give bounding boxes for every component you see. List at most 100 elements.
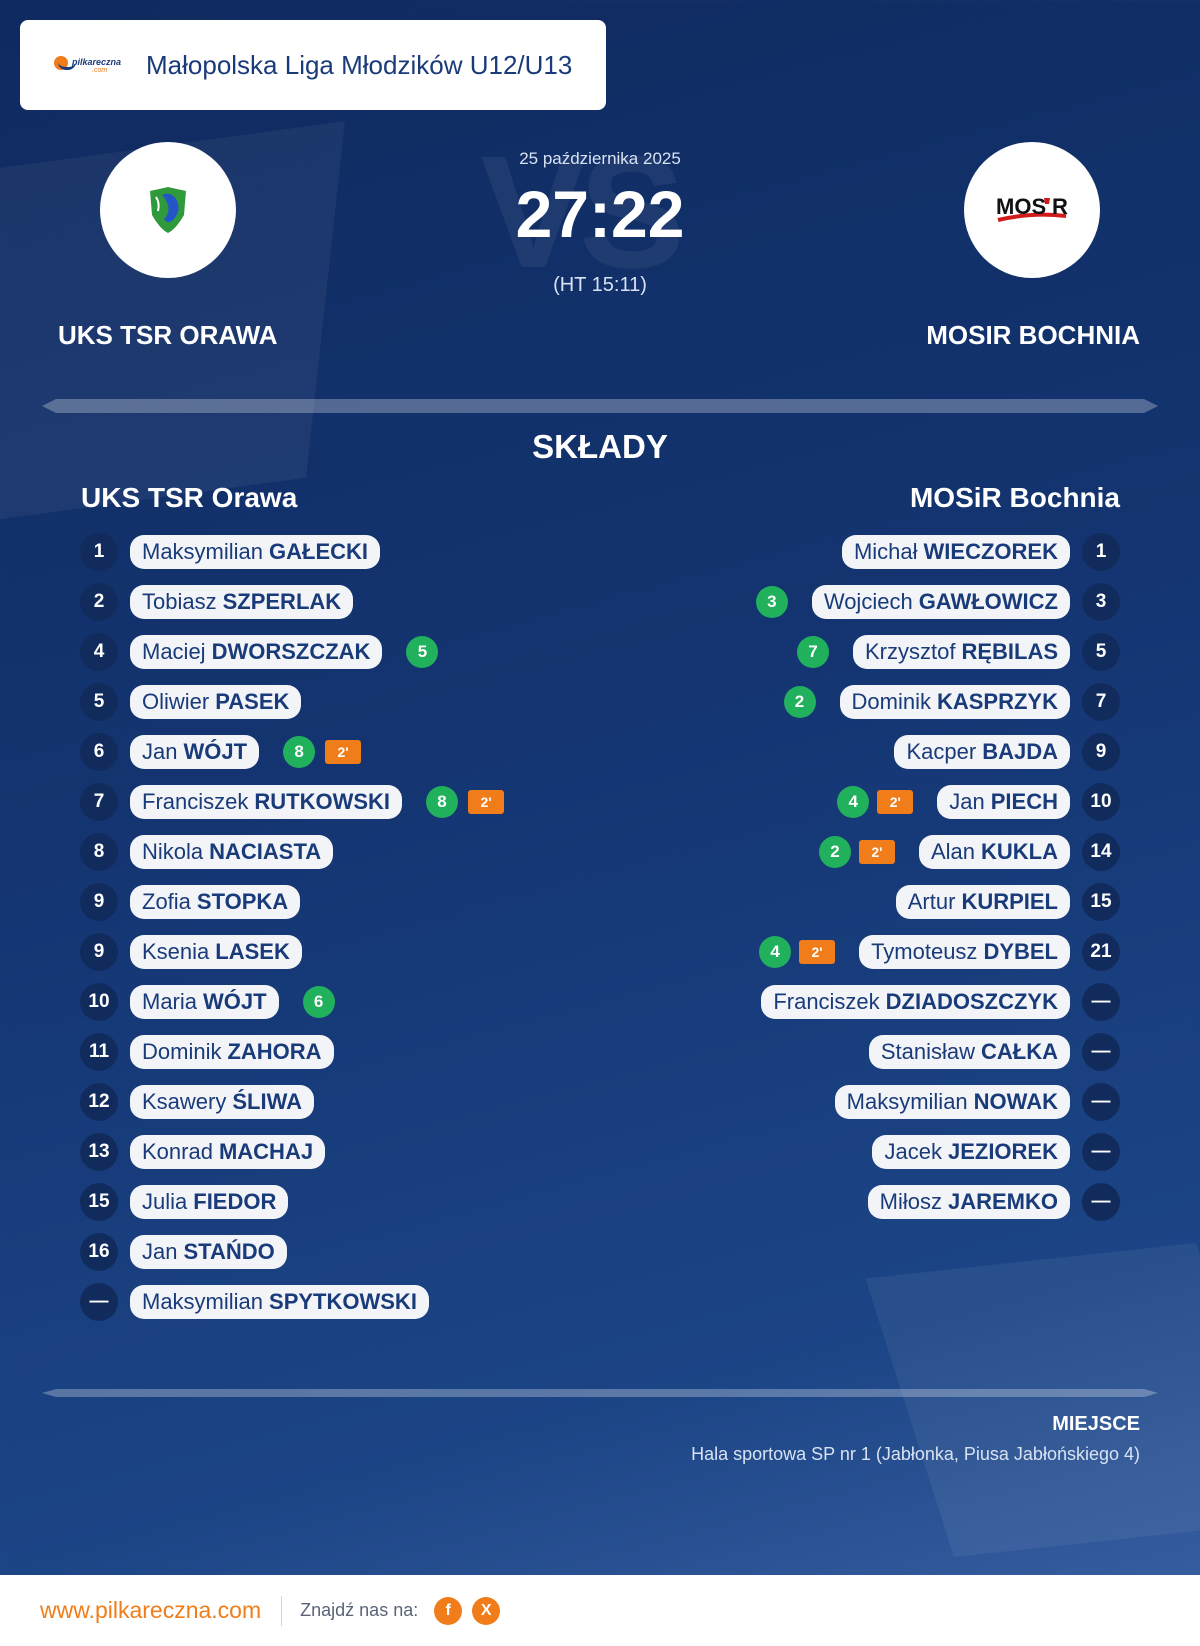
player-name[interactable]: Ksawery ŚLIWA	[130, 1085, 315, 1119]
x-icon[interactable]: X	[472, 1596, 501, 1625]
player-number: 16	[80, 1233, 118, 1271]
svg-text:MOS: MOS	[996, 194, 1046, 219]
player-first-name: Tobiasz	[142, 589, 217, 614]
player-first-name: Alan	[930, 839, 975, 864]
player-row: 10 Maria WÓJT 6	[80, 977, 504, 1027]
player-number: 5	[1082, 633, 1120, 671]
player-last-name: KUKLA	[981, 839, 1058, 864]
player-row: 2 Tobiasz SZPERLAK	[80, 577, 504, 627]
player-row: 4 Maciej DWORSZCZAK 5	[80, 627, 504, 677]
player-last-name: KURPIEL	[961, 889, 1058, 914]
player-row: — Maksymilian SPYTKOWSKI	[80, 1277, 504, 1327]
divider	[42, 399, 1158, 413]
player-stats: 3	[755, 586, 788, 618]
player-last-name: RĘBILAS	[961, 639, 1058, 664]
player-name[interactable]: Franciszek DZIADOSZCZYK	[761, 985, 1070, 1019]
player-last-name: NACIASTA	[209, 839, 322, 864]
player-row: 15 Julia FIEDOR	[80, 1177, 504, 1227]
player-name[interactable]: Zofia STOPKA	[130, 885, 301, 919]
player-first-name: Ksenia	[142, 939, 210, 964]
player-first-name: Nikola	[142, 839, 204, 864]
player-first-name: Maria	[142, 989, 198, 1014]
player-first-name: Dominik	[142, 1039, 222, 1064]
player-stats: 7	[796, 636, 829, 668]
player-number: 9	[80, 883, 118, 921]
player-name[interactable]: Maria WÓJT	[130, 985, 279, 1019]
player-row: Artur KURPIEL 15	[756, 877, 1120, 927]
suspension-badge: 2'	[468, 790, 505, 814]
player-number: —	[1082, 1033, 1120, 1071]
player-name[interactable]: Alan KUKLA	[918, 835, 1070, 869]
player-first-name: Maksymilian	[142, 1289, 264, 1314]
player-last-name: WÓJT	[203, 989, 267, 1014]
player-number: 14	[1082, 833, 1120, 871]
player-last-name: GAŁECKI	[269, 539, 369, 564]
background-decoration	[865, 1242, 1200, 1558]
player-name[interactable]: Tymoteusz DYBEL	[859, 935, 1070, 969]
player-name[interactable]: Jan PIECH	[937, 785, 1070, 819]
player-name[interactable]: Franciszek RUTKOWSKI	[130, 785, 403, 819]
player-name[interactable]: Michał WIECZOREK	[841, 535, 1070, 569]
player-name[interactable]: Nikola NACIASTA	[130, 835, 334, 869]
logo-subtext: .com	[92, 67, 108, 74]
player-row: 7 Franciszek RUTKOWSKI 8 2'	[80, 777, 505, 827]
player-number: 11	[80, 1033, 118, 1071]
player-name[interactable]: Miłosz JAREMKO	[867, 1185, 1070, 1219]
player-number: 1	[1082, 533, 1120, 571]
player-number: —	[1082, 1083, 1120, 1121]
venue-label: MIEJSCE	[1052, 1413, 1140, 1435]
player-name[interactable]: Wojciech GAWŁOWICZ	[811, 585, 1070, 619]
player-first-name: Wojciech	[823, 589, 913, 614]
player-number: 8	[80, 833, 118, 871]
player-row: 2 2' Alan KUKLA 14	[756, 827, 1120, 877]
player-number: 12	[80, 1083, 118, 1121]
player-last-name: BAJDA	[982, 739, 1058, 764]
player-name[interactable]: Artur KURPIEL	[895, 885, 1070, 919]
player-name[interactable]: Oliwier PASEK	[130, 685, 302, 719]
player-last-name: DZIADOSZCZYK	[885, 989, 1058, 1014]
league-title: Małopolska Liga Młodzików U12/U13	[146, 49, 573, 80]
player-first-name: Jan	[949, 789, 985, 814]
website-link[interactable]: www.pilkareczna.com	[40, 1597, 262, 1623]
player-first-name: Franciszek	[142, 789, 249, 814]
player-first-name: Miłosz	[879, 1189, 942, 1214]
goals-badge: 2	[783, 686, 816, 718]
goals-badge: 4	[837, 786, 870, 818]
player-name[interactable]: Stanisław CAŁKA	[868, 1035, 1070, 1069]
footer-separator	[281, 1595, 283, 1626]
player-name[interactable]: Ksenia LASEK	[130, 935, 302, 969]
goals-badge: 8	[283, 736, 316, 768]
away-roster: Michał WIECZOREK 1 3 Wojciech GAWŁOWICZ 3 7 Krzy…	[755, 527, 1120, 1227]
suspension-badge: 2'	[858, 840, 895, 864]
player-name[interactable]: Kacper BAJDA	[894, 735, 1070, 769]
player-first-name: Zofia	[142, 889, 191, 914]
player-name[interactable]: Maciej DWORSZCZAK	[130, 635, 383, 669]
player-number: —	[1082, 983, 1120, 1021]
player-last-name: LASEK	[215, 939, 290, 964]
away-team-logo: MOS R	[964, 142, 1100, 278]
player-name[interactable]: Tobiasz SZPERLAK	[130, 585, 354, 619]
player-name[interactable]: Dominik KASPRZYK	[839, 685, 1070, 719]
pilkareczna-logo[interactable]: pilkareczna .com	[50, 52, 122, 78]
player-name[interactable]: Jacek JEZIOREK	[872, 1135, 1070, 1169]
player-name[interactable]: Krzysztof RĘBILAS	[852, 635, 1070, 669]
goals-badge: 3	[755, 586, 788, 618]
lineups-title: SKŁADY	[532, 428, 668, 465]
player-first-name: Ksawery	[142, 1089, 227, 1114]
player-name[interactable]: Maksymilian GAŁECKI	[130, 535, 381, 569]
player-first-name: Dominik	[851, 689, 931, 714]
player-name[interactable]: Maksymilian NOWAK	[834, 1085, 1070, 1119]
player-name[interactable]: Dominik ZAHORA	[130, 1035, 334, 1069]
player-name[interactable]: Julia FIEDOR	[130, 1185, 289, 1219]
player-row: 16 Jan STAŃDO	[80, 1227, 504, 1277]
player-name[interactable]: Jan WÓJT	[130, 735, 260, 769]
player-first-name: Konrad	[142, 1139, 213, 1164]
player-first-name: Stanisław	[880, 1039, 975, 1064]
player-name[interactable]: Jan STAŃDO	[130, 1235, 287, 1269]
player-name[interactable]: Konrad MACHAJ	[130, 1135, 326, 1169]
player-number: —	[1082, 1183, 1120, 1221]
venue-value: Hala sportowa SP nr 1 (Jabłonka, Piusa J…	[691, 1444, 1140, 1464]
player-name[interactable]: Maksymilian SPYTKOWSKI	[130, 1285, 429, 1319]
facebook-icon[interactable]: f	[434, 1596, 463, 1625]
home-team-name: UKS TSR ORAWA	[58, 320, 278, 350]
